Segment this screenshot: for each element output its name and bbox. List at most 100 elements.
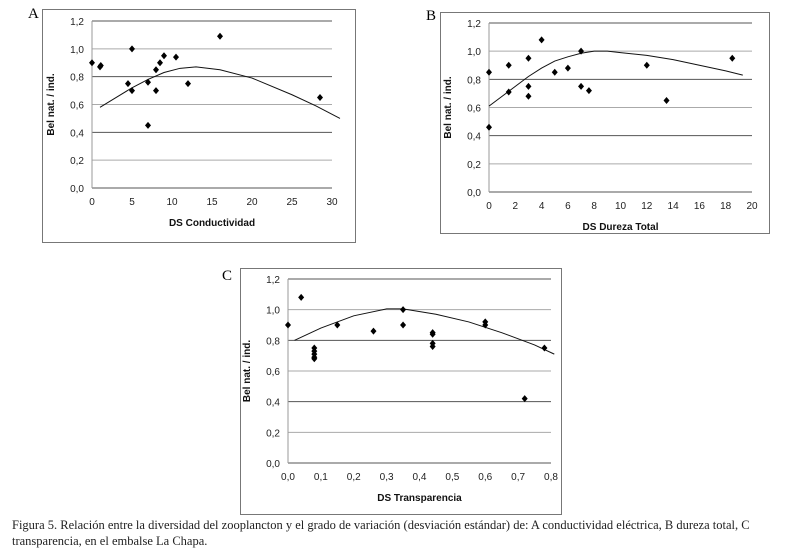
x-tick-label: 14: [668, 201, 680, 212]
x-tick-label: 10: [615, 201, 627, 212]
x-tick-label: 0: [89, 197, 95, 208]
y-tick-label: 1,0: [467, 47, 481, 58]
data-point: [521, 395, 528, 403]
data-point: [185, 80, 191, 88]
x-axis-label: DS Conductividad: [169, 218, 255, 229]
data-point: [334, 321, 341, 329]
x-tick-label: 15: [206, 197, 218, 208]
data-point: [578, 47, 585, 55]
y-axis-label: Bel nat. / ind.: [242, 340, 253, 402]
x-tick-label: 0: [486, 201, 492, 212]
data-point: [400, 306, 407, 314]
x-tick-label: 20: [246, 197, 258, 208]
data-point: [729, 54, 736, 62]
data-point: [486, 123, 492, 131]
data-point: [217, 32, 223, 40]
panel-label-c: C: [222, 268, 233, 284]
x-tick-label: 0,7: [511, 472, 525, 483]
data-point: [285, 321, 291, 329]
data-point: [370, 327, 377, 335]
x-axis-label: DS Transparencia: [377, 493, 462, 504]
data-point: [298, 293, 305, 301]
y-tick-label: 0,4: [70, 128, 84, 139]
data-point: [538, 36, 545, 44]
data-point: [89, 59, 95, 67]
y-axis-label: Bel nat. / ind.: [443, 76, 454, 138]
x-axis-label: DS Dureza Total: [583, 222, 659, 233]
y-tick-label: 0,0: [266, 459, 280, 470]
data-point: [643, 61, 650, 69]
data-point: [429, 330, 436, 338]
data-point: [173, 53, 179, 61]
y-tick-label: 1,0: [266, 306, 280, 317]
data-point: [564, 64, 571, 72]
y-tick-label: 1,2: [266, 275, 280, 286]
panel-label-a: A: [28, 6, 39, 22]
trend-line: [99, 66, 341, 119]
data-point: [429, 342, 436, 350]
data-point: [317, 94, 323, 102]
y-tick-label: 0,4: [266, 398, 280, 409]
x-tick-label: 0,6: [478, 472, 492, 483]
data-point: [541, 344, 548, 352]
data-point: [129, 45, 135, 53]
panel-label-b: B: [426, 8, 437, 24]
x-tick-label: 4: [539, 201, 545, 212]
data-point: [161, 52, 167, 60]
x-tick-label: 18: [720, 201, 732, 212]
data-point: [400, 321, 407, 329]
data-point: [585, 87, 592, 95]
data-point: [145, 121, 151, 129]
x-tick-label: 0,2: [347, 472, 361, 483]
panel-a: [42, 9, 356, 243]
data-point: [157, 59, 163, 67]
y-tick-label: 0,0: [467, 188, 481, 199]
data-point: [551, 68, 558, 76]
x-tick-label: 16: [694, 201, 706, 212]
data-point: [525, 92, 532, 100]
data-point: [505, 88, 512, 96]
trend-line: [488, 50, 743, 107]
data-point: [145, 78, 151, 86]
data-point: [129, 87, 135, 95]
y-tick-label: 0,8: [70, 73, 84, 84]
y-tick-label: 0,8: [467, 75, 481, 86]
y-tick-label: 1,2: [70, 17, 84, 28]
x-tick-label: 0,4: [413, 472, 427, 483]
x-tick-label: 0,1: [314, 472, 328, 483]
y-tick-label: 0,2: [266, 428, 280, 439]
x-tick-label: 0,8: [544, 472, 558, 483]
x-tick-label: 30: [326, 197, 338, 208]
data-point: [125, 80, 131, 88]
data-point: [311, 355, 318, 363]
y-tick-label: 0,2: [467, 160, 481, 171]
x-tick-label: 25: [286, 197, 298, 208]
x-tick-label: 2: [513, 201, 519, 212]
y-tick-label: 0,4: [467, 132, 481, 143]
data-point: [663, 96, 670, 104]
data-point: [525, 54, 532, 62]
y-tick-label: 0,6: [467, 104, 481, 115]
x-tick-label: 0,3: [380, 472, 394, 483]
x-tick-label: 0,0: [281, 472, 295, 483]
data-point: [482, 321, 489, 329]
data-point: [153, 66, 159, 74]
y-tick-label: 1,0: [70, 45, 84, 56]
y-tick-label: 0,6: [266, 367, 280, 378]
y-tick-label: 0,6: [70, 101, 84, 112]
y-tick-label: 0,8: [266, 336, 280, 347]
x-tick-label: 12: [641, 201, 653, 212]
y-axis-label: Bel nat. / ind.: [46, 73, 57, 135]
y-tick-label: 0,0: [70, 184, 84, 195]
data-point: [505, 61, 512, 69]
x-tick-label: 5: [129, 197, 135, 208]
x-tick-label: 20: [746, 201, 758, 212]
panel-b: [440, 12, 770, 234]
y-tick-label: 0,2: [70, 156, 84, 167]
data-point: [97, 62, 104, 70]
y-tick-label: 1,2: [467, 19, 481, 30]
x-tick-label: 6: [565, 201, 571, 212]
x-tick-label: 8: [591, 201, 597, 212]
x-tick-label: 0,5: [445, 472, 459, 483]
